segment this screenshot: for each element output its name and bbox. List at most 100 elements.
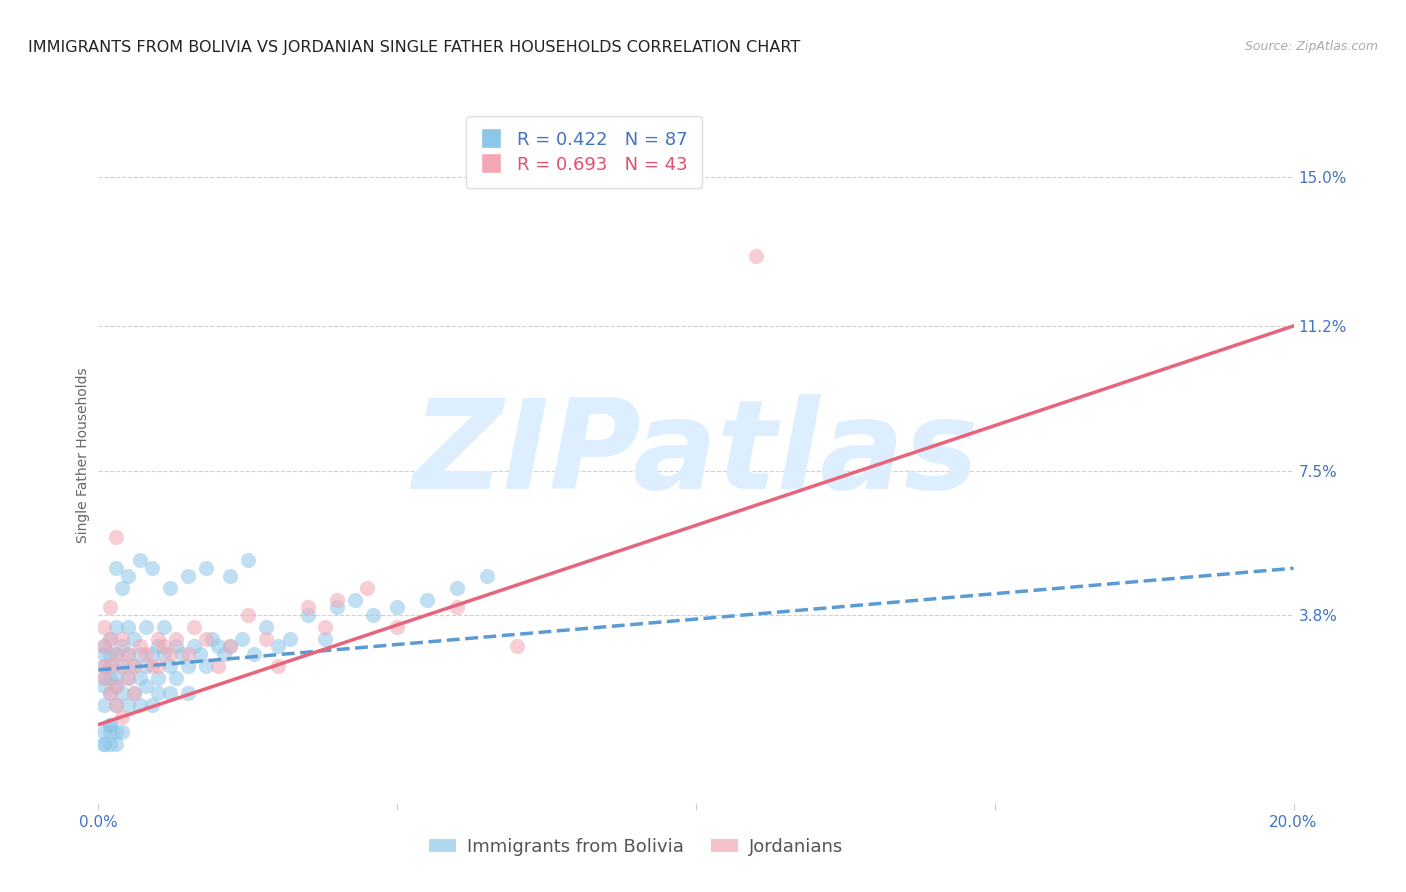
Point (105, 647, 128, 661)
Point (177, 647, 200, 661)
Point (177, 659, 200, 673)
Point (117, 671, 139, 685)
Point (135, 647, 157, 661)
Point (98, 659, 122, 673)
Point (111, 632, 134, 646)
Point (93, 640, 115, 654)
Point (326, 600, 349, 615)
Point (385, 600, 409, 615)
Point (385, 620, 409, 634)
Point (297, 608, 319, 623)
Point (135, 620, 157, 634)
Point (124, 659, 146, 673)
Point (93, 659, 115, 673)
Point (363, 608, 385, 623)
Point (124, 659, 146, 673)
Point (105, 698, 128, 712)
Point (297, 600, 319, 615)
Point (105, 620, 128, 634)
Point (141, 647, 163, 661)
Point (111, 710, 134, 724)
Point (148, 632, 170, 646)
Point (148, 671, 170, 685)
Point (117, 698, 139, 712)
Point (117, 647, 139, 661)
Point (207, 640, 229, 654)
Point (98, 632, 122, 646)
Point (135, 679, 157, 693)
Point (117, 569, 139, 583)
Point (212, 647, 235, 661)
Point (111, 640, 134, 654)
Point (315, 632, 337, 646)
Point (278, 632, 301, 646)
Point (172, 647, 194, 661)
Point (98, 725, 122, 739)
Point (446, 600, 468, 615)
Point (267, 659, 290, 673)
Point (159, 659, 181, 673)
Point (93, 737, 115, 751)
Point (165, 671, 187, 685)
Text: IMMIGRANTS FROM BOLIVIA VS JORDANIAN SINGLE FATHER HOUSEHOLDS CORRELATION CHART: IMMIGRANTS FROM BOLIVIA VS JORDANIAN SIN… (28, 40, 800, 55)
Point (416, 592, 439, 607)
Point (148, 686, 170, 700)
Point (188, 647, 211, 661)
Point (98, 737, 122, 751)
Point (129, 698, 152, 712)
Point (129, 553, 152, 567)
Point (93, 659, 115, 673)
Point (98, 647, 122, 661)
Point (98, 686, 122, 700)
Point (231, 632, 253, 646)
Point (129, 671, 152, 685)
Point (124, 686, 146, 700)
Point (129, 647, 152, 661)
Point (745, 249, 768, 263)
Point (93, 725, 115, 739)
Point (93, 671, 115, 685)
Point (219, 640, 242, 654)
Point (105, 679, 128, 693)
Point (159, 581, 181, 595)
Point (344, 592, 367, 607)
Point (356, 581, 378, 595)
Point (105, 725, 128, 739)
Point (93, 620, 115, 634)
Point (105, 561, 128, 575)
Legend: Immigrants from Bolivia, Jordanians: Immigrants from Bolivia, Jordanians (422, 831, 851, 863)
Point (183, 620, 205, 634)
Point (117, 671, 139, 685)
Point (98, 600, 122, 615)
Point (93, 640, 115, 654)
Point (195, 632, 218, 646)
Point (201, 632, 224, 646)
Text: Source: ZipAtlas.com: Source: ZipAtlas.com (1244, 40, 1378, 54)
Point (111, 686, 134, 700)
Point (117, 647, 139, 661)
Point (153, 647, 176, 661)
Point (506, 640, 529, 654)
Point (165, 640, 187, 654)
Point (326, 592, 349, 607)
Point (98, 717, 122, 731)
Point (183, 640, 205, 654)
Point (105, 737, 128, 751)
Point (98, 671, 122, 685)
Y-axis label: Single Father Households: Single Father Households (76, 368, 90, 542)
Point (153, 640, 176, 654)
Point (267, 640, 290, 654)
Point (98, 686, 122, 700)
Point (165, 632, 187, 646)
Point (105, 530, 128, 544)
Point (207, 659, 229, 673)
Point (93, 737, 115, 751)
Point (93, 671, 115, 685)
Point (141, 698, 163, 712)
Point (111, 659, 134, 673)
Point (105, 679, 128, 693)
Point (141, 561, 163, 575)
Point (98, 717, 122, 731)
Point (148, 640, 170, 654)
Point (243, 647, 266, 661)
